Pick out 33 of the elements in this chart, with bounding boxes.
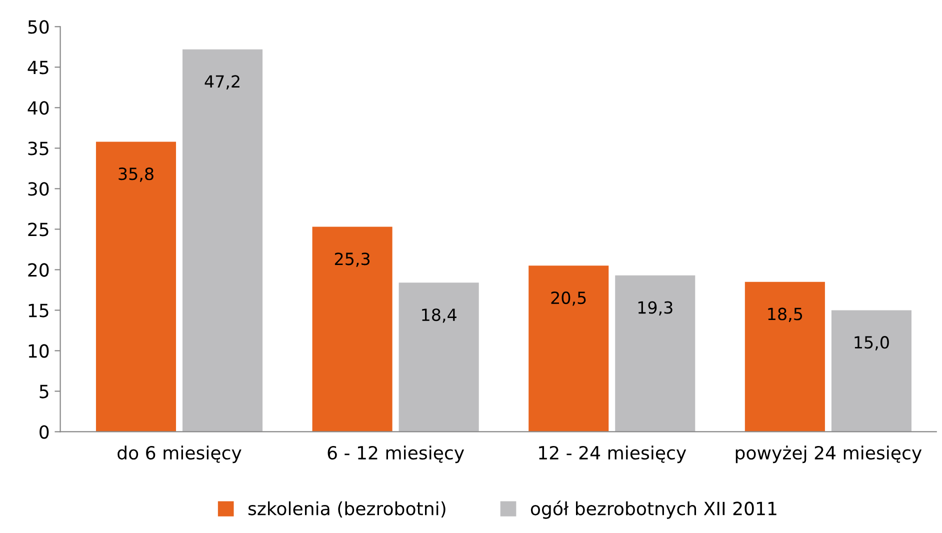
- y-tick-label: 20: [28, 263, 49, 277]
- y-tick-label: 5: [40, 384, 48, 398]
- x-tick-label: do 6 miesięcy: [118, 446, 242, 464]
- x-tick-label: 6 - 12 miesięcy: [328, 446, 464, 464]
- data-label: 25,3: [334, 252, 370, 267]
- y-tick-label: 30: [28, 182, 49, 196]
- data-label: 19,3: [638, 301, 672, 316]
- legend-label: ogół bezrobotnych XII 2011: [530, 500, 776, 519]
- bar: [312, 226, 392, 432]
- bar: [615, 275, 696, 432]
- y-tick-label: 50: [28, 20, 49, 34]
- bar: [831, 310, 912, 432]
- y-tick-label: 15: [28, 304, 48, 318]
- bar: [182, 49, 263, 432]
- y-tick-label: 10: [28, 344, 49, 358]
- y-tick-label: 40: [28, 101, 49, 115]
- y-tick-label: 35: [28, 142, 48, 156]
- data-label: 20,5: [551, 291, 586, 306]
- x-tick-label: 12 - 24 miesięcy: [539, 446, 686, 464]
- data-label: 18,4: [422, 308, 456, 323]
- data-label: 47,2: [204, 75, 240, 90]
- legend-label: szkolenia (bezrobotni): [248, 501, 446, 518]
- bar: [398, 282, 479, 432]
- y-tick-label: 25: [28, 222, 48, 236]
- bar: [96, 142, 176, 432]
- y-tick-label: 45: [28, 60, 48, 74]
- data-label: 15,0: [854, 336, 889, 350]
- x-tick-label: powyżej 24 miesięcy: [736, 446, 922, 464]
- bar: [528, 266, 609, 432]
- data-label: 18,5: [768, 308, 802, 322]
- y-tick-label: 0: [40, 425, 49, 439]
- bar: [744, 282, 825, 432]
- data-label: 35,8: [118, 168, 154, 182]
